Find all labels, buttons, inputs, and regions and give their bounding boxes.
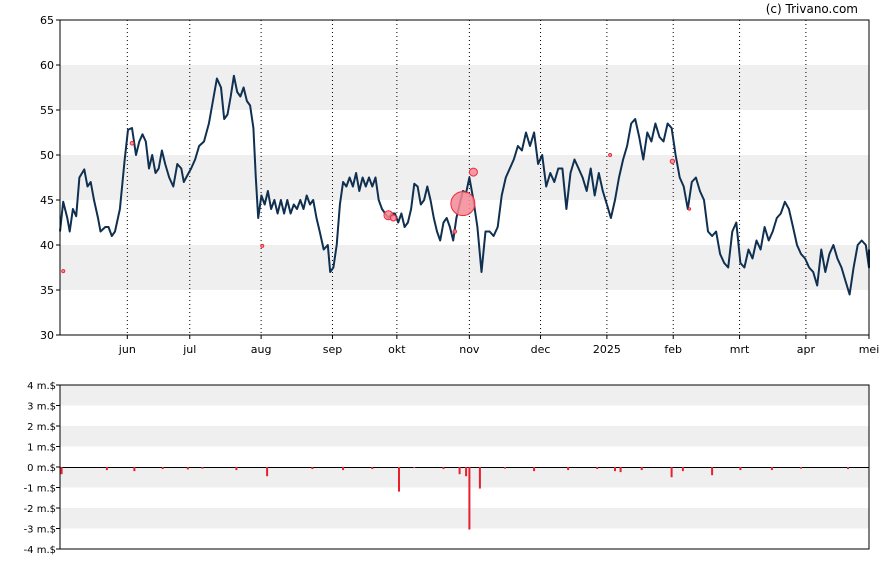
x-tick-label: mei [859, 343, 880, 356]
volume-bar [711, 467, 714, 476]
y-tick-label: 45 [40, 194, 54, 207]
x-tick-label: aug [251, 343, 272, 356]
volume-bar [201, 467, 204, 469]
volume-bar [640, 467, 643, 471]
volume-bar [60, 467, 63, 475]
volume-bar [614, 467, 616, 472]
volume-band [60, 426, 869, 447]
trade-marker [468, 167, 478, 177]
volume-bar [413, 467, 416, 469]
volume-bar [596, 467, 599, 470]
y-tick-label: 60 [40, 59, 54, 72]
trade-marker [129, 141, 135, 146]
price-line [59, 74, 870, 296]
y-tick-label: 35 [40, 284, 54, 297]
volume-bar [468, 467, 471, 530]
x-tick-label: apr [797, 343, 816, 356]
y-tick-label: 30 [40, 329, 54, 342]
trade-marker [669, 158, 676, 165]
volume-bar [266, 467, 269, 477]
volume-band [60, 508, 869, 529]
volume-bar [398, 467, 400, 492]
trade-marker [687, 207, 692, 211]
volume-bar [235, 467, 238, 471]
x-tick-label: nov [459, 343, 480, 356]
volume-bar [533, 467, 536, 472]
volume-bar [504, 467, 506, 469]
volume-bar [800, 467, 802, 469]
trade-marker [61, 269, 66, 274]
y-tick-label: 65 [40, 14, 54, 27]
volume-tick-label: -3 m.$ [24, 525, 56, 536]
x-tick-label: jun [118, 343, 136, 356]
y-tick-label: 55 [40, 104, 54, 117]
price-panel: 30 35 40 45 50 55 60 65 jun jul aug sep okt nov dec 20… [40, 14, 879, 356]
volume-bar [619, 467, 622, 473]
volume-band [60, 385, 869, 406]
copyright: (c) Trivano.com [766, 2, 858, 16]
volume-bar [567, 467, 570, 471]
volume-bar [342, 467, 345, 471]
y-tick-label: 40 [40, 239, 54, 252]
volume-bar [458, 467, 461, 475]
x-tick-label: okt [388, 343, 406, 356]
volume-tick-label: -1 m.$ [24, 484, 56, 495]
volume-bar [681, 467, 684, 472]
volume-bar [442, 467, 445, 470]
volume-bar [739, 467, 742, 471]
trade-marker [389, 214, 397, 222]
volume-bar [371, 467, 374, 470]
x-tick-label: jul [182, 343, 196, 356]
volume-bar [186, 467, 189, 470]
volume-panel: -4 m.$ -3 m.$ -2 m.$ -1 m.$ 0 m.$ 1 m.$ 2 m.$ 3… [24, 381, 870, 556]
trade-marker [450, 191, 476, 217]
x-tick-label: feb [664, 343, 682, 356]
volume-bar [847, 467, 849, 470]
trade-marker [260, 243, 265, 248]
price-band [60, 65, 869, 110]
volume-bar [311, 467, 314, 470]
x-tick-label: 2025 [593, 343, 621, 356]
volume-tick-label: 4 m.$ [27, 381, 56, 392]
volume-bar [133, 467, 136, 472]
x-tick-label: dec [531, 343, 551, 356]
trade-marker [452, 229, 458, 234]
volume-bar [105, 467, 108, 471]
volume-band [60, 467, 869, 488]
volume-tick-label: -4 m.$ [24, 545, 56, 556]
volume-bar [670, 467, 673, 478]
volume-bar [478, 467, 481, 489]
volume-bar [465, 467, 468, 477]
x-tick-label: mrt [730, 343, 750, 356]
price-band [60, 245, 869, 290]
volume-tick-label: 3 m.$ [27, 402, 56, 413]
volume-bar [161, 467, 164, 470]
y-tick-label: 50 [40, 149, 54, 162]
volume-tick-label: 2 m.$ [27, 422, 56, 433]
price-frame [59, 19, 870, 336]
volume-tick-label: -2 m.$ [24, 504, 56, 515]
trade-marker [608, 153, 613, 157]
volume-tick-label: 0 m.$ [27, 463, 56, 474]
x-tick-label: sep [323, 343, 342, 356]
volume-tick-label: 1 m.$ [27, 443, 56, 454]
volume-bar [770, 467, 773, 471]
